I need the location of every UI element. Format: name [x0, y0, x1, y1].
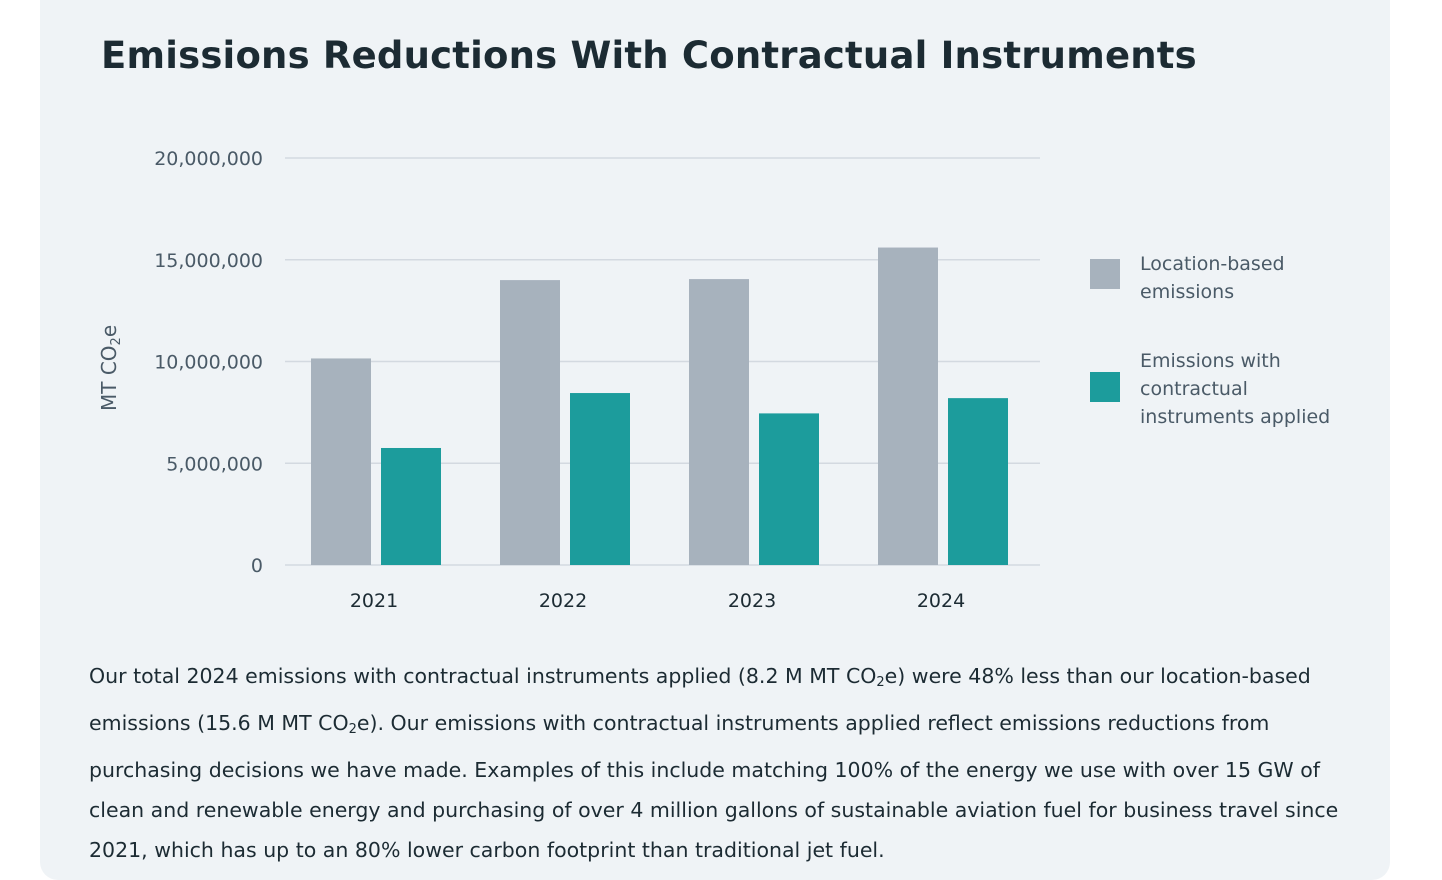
legend-label: Emissions with contractual instruments a… [1140, 350, 1331, 428]
chart-description: Our total 2024 emissions with contractua… [89, 664, 1339, 862]
bar-contractual-2024 [948, 398, 1008, 565]
y-tick-label: 10,000,000 [154, 352, 263, 374]
y-tick-label: 5,000,000 [166, 453, 263, 475]
y-axis-ticks: 0 5,000,000 10,000,000 15,000,000 20,000,000 [154, 148, 263, 577]
bar-contractual-2022 [570, 393, 630, 565]
bars [311, 247, 1008, 566]
y-tick-label: 20,000,000 [154, 148, 263, 170]
legend-swatch-contractual [1090, 372, 1120, 402]
bar-location-based-2021 [311, 358, 371, 565]
y-tick-label: 15,000,000 [154, 250, 263, 272]
x-tick-label: 2023 [728, 590, 776, 612]
bar-location-based-2023 [689, 279, 749, 565]
y-tick-label: 0 [251, 555, 263, 577]
x-tick-label: 2021 [350, 590, 398, 612]
x-tick-label: 2022 [539, 590, 587, 612]
bar-contractual-2023 [759, 413, 819, 565]
chart-title: Emissions Reductions With Contractual In… [101, 34, 1197, 77]
legend-label: Location-based emissions [1140, 253, 1285, 303]
y-axis-label: MT CO2e [97, 325, 124, 411]
bar-contractual-2021 [381, 447, 441, 565]
legend-swatch-location-based [1090, 259, 1120, 289]
bar-location-based-2024 [878, 247, 938, 566]
x-tick-label: 2024 [917, 590, 965, 612]
x-axis-ticks: 2021 2022 2023 2024 [350, 590, 965, 612]
bar-location-based-2022 [500, 280, 560, 565]
